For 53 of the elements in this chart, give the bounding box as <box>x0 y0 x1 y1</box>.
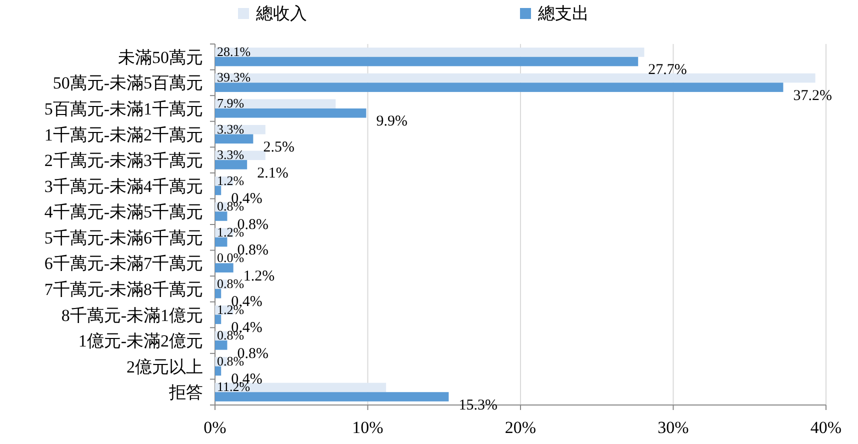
y-tick-label: 1千萬元-未滿2千萬元 <box>44 125 203 144</box>
data-label: 3.3% <box>217 147 244 162</box>
data-label: 3.3% <box>217 121 244 136</box>
x-tick-label: 20% <box>504 418 536 437</box>
x-tick-label: 0% <box>204 418 226 437</box>
data-label: 27.7% <box>648 62 687 78</box>
y-tick-label: 3千萬元-未滿4千萬元 <box>44 176 203 196</box>
y-tick-label: 6千萬元-未滿7千萬元 <box>44 254 203 274</box>
data-label: 2.1% <box>257 165 288 182</box>
y-tick-label: 50萬元-未滿5百萬元 <box>52 74 203 93</box>
bar <box>215 237 228 247</box>
bar <box>215 392 449 402</box>
y-tick-label: 5千萬元-未滿6千萬元 <box>44 228 203 248</box>
data-label: 15.3% <box>458 397 498 414</box>
y-tick-label: 7千萬元-未滿8千萬元 <box>44 280 203 299</box>
bar <box>215 134 254 144</box>
y-tick-label: 5百萬元-未滿1千萬元 <box>44 99 203 118</box>
legend-label: 總收入 <box>255 4 307 23</box>
bar <box>215 160 248 170</box>
data-label: 0.8% <box>217 276 244 291</box>
x-tick-label: 30% <box>658 418 689 437</box>
data-label: 7.9% <box>217 95 244 110</box>
bar <box>215 340 228 350</box>
bar <box>215 73 816 83</box>
y-tick-label: 8千萬元-未滿1億元 <box>61 306 203 325</box>
data-label: 28.1% <box>217 44 251 59</box>
bar <box>215 263 234 272</box>
bar <box>215 108 366 118</box>
data-label: 9.9% <box>376 114 408 130</box>
y-tick-label: 拒答 <box>168 383 203 402</box>
legend-label: 總支出 <box>537 4 589 23</box>
y-tick-label: 2億元以上 <box>126 357 203 376</box>
y-tick-label: 未滿50萬元 <box>118 48 203 67</box>
bar <box>215 314 222 324</box>
data-label: 2.5% <box>263 140 294 156</box>
bar <box>215 82 784 92</box>
bar <box>215 212 228 221</box>
bar <box>215 288 222 298</box>
data-label: 1.2% <box>217 172 244 188</box>
bar <box>215 382 386 392</box>
y-tick-label: 2千萬元-未滿3千萬元 <box>44 151 203 170</box>
data-label: 1.2% <box>243 268 275 284</box>
y-tick-label: 1億元-未滿2億元 <box>78 332 203 351</box>
bar <box>215 99 336 108</box>
bar <box>215 48 644 57</box>
y-tick-label: 4千萬元-未滿5千萬元 <box>44 202 203 222</box>
data-label: 39.3% <box>217 70 251 85</box>
bar <box>215 56 638 66</box>
x-tick-label: 10% <box>352 418 384 437</box>
data-label: 37.2% <box>793 88 832 104</box>
bar <box>215 186 222 196</box>
bar <box>215 366 222 376</box>
x-tick-label: 40% <box>810 418 842 437</box>
